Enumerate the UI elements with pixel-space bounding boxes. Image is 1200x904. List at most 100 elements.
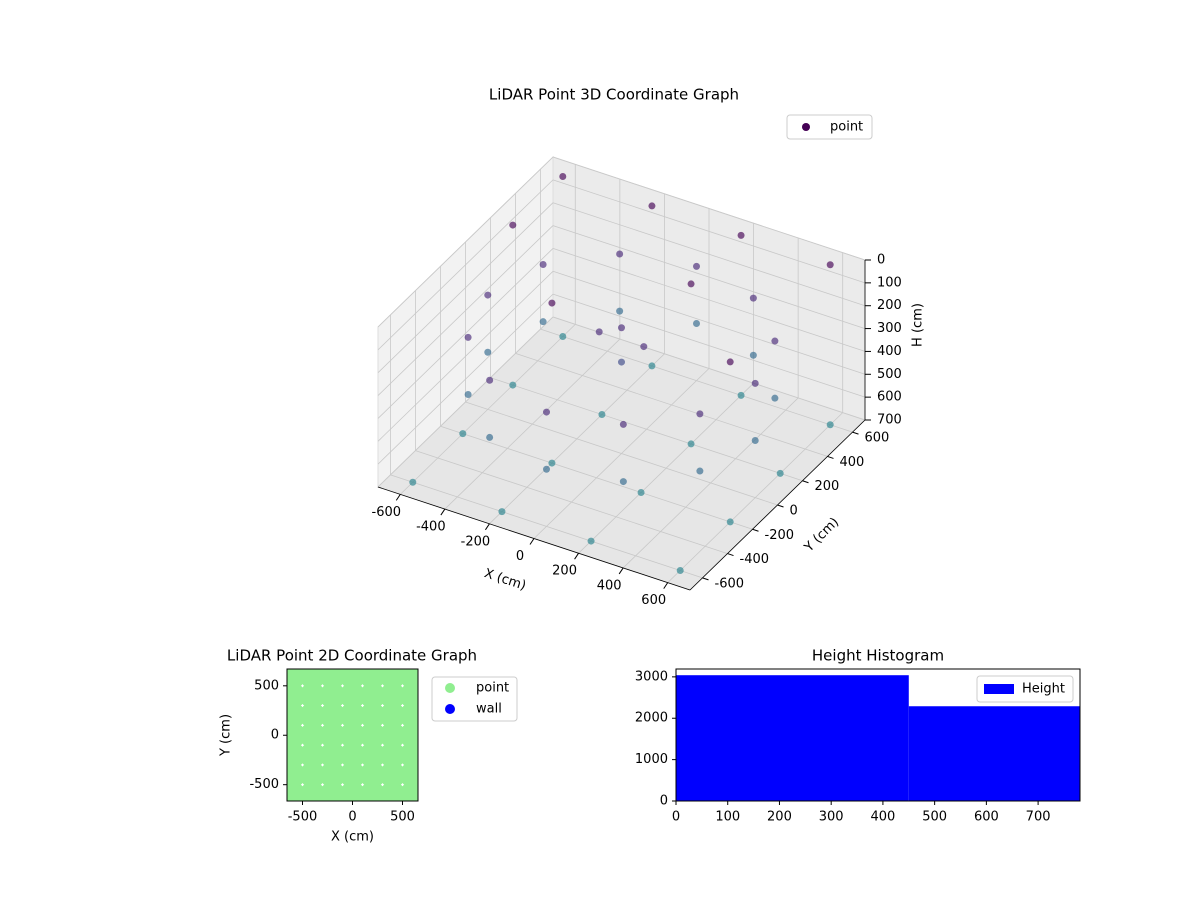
x-tick-label: -600: [372, 505, 402, 520]
y-axis-label: Y (cm): [801, 515, 842, 556]
x-tick-label: 600: [974, 810, 999, 825]
point: [339, 781, 366, 801]
x-axis-label: X (cm): [482, 566, 528, 594]
point: [595, 328, 603, 336]
point: [548, 299, 556, 307]
point: [379, 742, 406, 769]
point: [399, 722, 418, 749]
x-tick-label: 300: [819, 810, 844, 825]
point: [749, 351, 757, 359]
z-tick-label: 300: [877, 321, 902, 336]
point: [771, 337, 779, 345]
point: [648, 362, 656, 370]
point: [359, 781, 386, 801]
point: [319, 682, 346, 709]
grid-line: [552, 225, 866, 329]
point: [498, 508, 506, 516]
legend-label: point: [476, 681, 509, 696]
point: [737, 231, 745, 239]
z-tick-label: 600: [877, 390, 902, 405]
tick-mark: [618, 567, 624, 575]
x-tick-label: 400: [597, 578, 622, 593]
point: [287, 702, 306, 729]
point: [409, 478, 417, 486]
point: [618, 358, 625, 366]
point: [726, 358, 734, 366]
x-tick-label: 100: [715, 810, 740, 825]
point: [486, 433, 494, 441]
point: [696, 410, 704, 418]
y-tick-label: 1000: [635, 752, 668, 767]
legend-box: [431, 676, 518, 722]
point: [737, 391, 745, 399]
axis-line: [689, 419, 866, 591]
x-tick-label: -200: [461, 534, 491, 549]
x-tick-label: -400: [416, 520, 446, 535]
tick-mark: [663, 582, 669, 589]
grid-line: [415, 450, 728, 554]
z-tick-label: 200: [877, 298, 902, 313]
point: [619, 478, 627, 486]
y-tick-label: 200: [815, 479, 840, 494]
chart-title: Height Histogram: [812, 647, 944, 665]
point: [648, 202, 656, 210]
point: [826, 421, 834, 429]
x-tick-label: 200: [552, 564, 577, 579]
point: [548, 459, 556, 467]
point: [486, 376, 494, 384]
point: [543, 408, 550, 416]
grid-line: [377, 270, 554, 442]
point: [619, 420, 627, 428]
point: [459, 430, 467, 438]
point: [687, 280, 695, 288]
point: [751, 379, 759, 387]
point: [319, 669, 346, 689]
y-axis-label: Y (cm): [219, 714, 234, 757]
point: [587, 537, 595, 545]
y-tick-label: -500: [249, 777, 279, 792]
point: [559, 173, 567, 180]
point: [379, 702, 406, 729]
y-tick-label: 3000: [635, 669, 668, 684]
grid-line: [552, 248, 866, 352]
tick-mark: [702, 577, 709, 581]
point: [287, 682, 306, 709]
point: [379, 722, 406, 749]
x-tick-label: 500: [922, 810, 947, 825]
point: [359, 669, 386, 689]
tick-mark: [802, 480, 809, 484]
tick-mark: [440, 508, 446, 516]
grid-line: [377, 248, 554, 419]
point: [637, 489, 645, 496]
axes-frame: [675, 668, 1081, 802]
bar: [676, 675, 909, 801]
y-tick-label: -200: [765, 528, 795, 543]
legend-marker: [445, 683, 455, 693]
point: [399, 669, 418, 689]
point: [484, 348, 492, 356]
legend-marker: [802, 123, 810, 131]
grid-line: [377, 156, 554, 328]
plot-area: [287, 669, 418, 801]
point: [299, 682, 326, 709]
point: [299, 761, 326, 788]
point: [399, 742, 418, 769]
x-tick-label: 0: [672, 810, 680, 825]
grid-line: [377, 225, 554, 396]
tick-mark: [777, 504, 784, 508]
point: [539, 318, 547, 326]
point: [299, 722, 326, 749]
z-tick-label: 500: [877, 367, 902, 382]
y-tick-label: 0: [790, 504, 798, 519]
tick-mark: [752, 528, 759, 532]
grid-line: [390, 474, 703, 579]
point: [319, 702, 346, 729]
grid-line: [377, 293, 554, 465]
point: [359, 761, 386, 788]
legend-box: [976, 675, 1074, 703]
point: [379, 669, 406, 689]
grid-line: [377, 202, 554, 374]
z-tick-label: 700: [877, 413, 902, 428]
point: [539, 261, 547, 269]
